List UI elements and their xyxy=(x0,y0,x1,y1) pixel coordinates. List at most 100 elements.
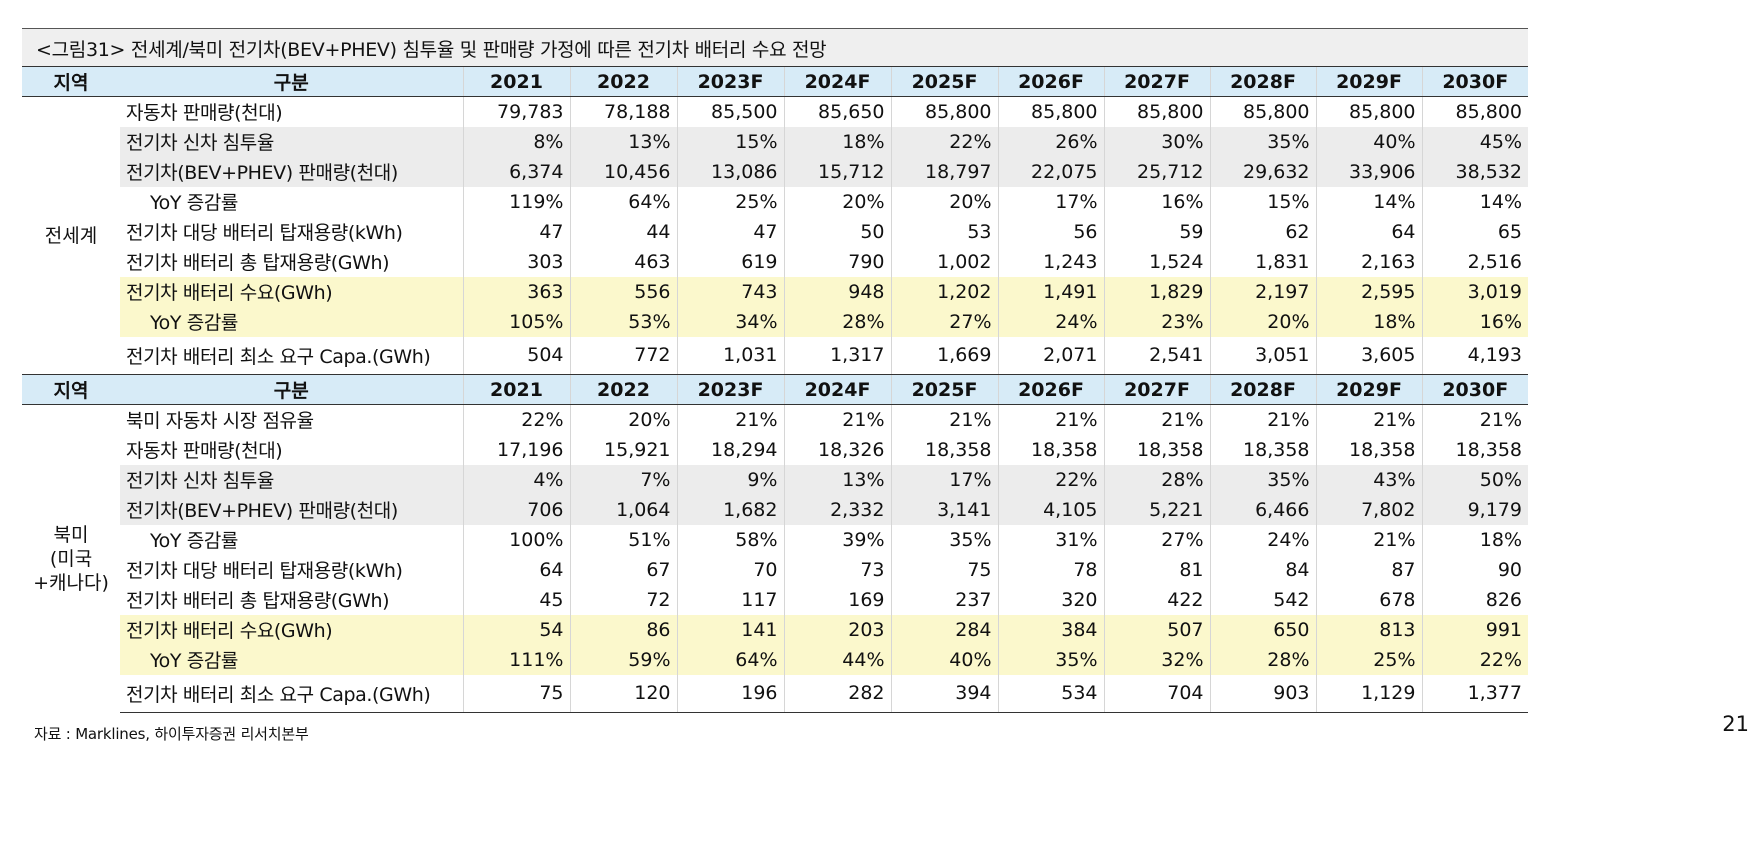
value-cell: 203 xyxy=(783,614,891,645)
value-cell: 85,800 xyxy=(1103,96,1210,127)
value-cell: 2,197 xyxy=(1209,276,1316,307)
value-cell: 650 xyxy=(1209,614,1316,645)
battery-demand-table: 지역 구분 2021 2022 2023F 2024F 2025F 2026F 2027F 202… xyxy=(22,66,1528,713)
row-label: 자동차 판매량(천대) xyxy=(126,102,283,125)
value-cell: 75 xyxy=(890,554,998,585)
value-cell: 28% xyxy=(783,306,891,337)
value-cell: 79,783 xyxy=(462,96,570,127)
value-cell: 23% xyxy=(1103,306,1210,337)
value-cell: 18,358 xyxy=(890,434,998,465)
value-cell: 22% xyxy=(462,404,570,435)
value-cell: 18% xyxy=(783,126,891,157)
value-cell: 45% xyxy=(1421,126,1528,157)
value-cell: 30% xyxy=(1103,126,1210,157)
value-cell: 18,358 xyxy=(1315,434,1422,465)
value-cell: 56 xyxy=(997,216,1104,247)
value-cell: 21% xyxy=(997,404,1104,435)
value-cell: 25,712 xyxy=(1103,156,1210,187)
value-cell: 1,129 xyxy=(1315,674,1422,713)
row-label: 전기차 대당 배터리 탑재용량(kWh) xyxy=(126,222,403,244)
value-cell: 422 xyxy=(1103,584,1210,615)
row-label: 전기차 배터리 총 탑재용량(GWh) xyxy=(126,590,390,612)
value-cell: 556 xyxy=(569,276,677,307)
row-label: 전기차 배터리 최소 요구 Capa.(GWh) xyxy=(120,336,463,375)
value-cell: 119% xyxy=(462,186,570,217)
value-cell: 826 xyxy=(1421,584,1528,615)
value-cell: 85,800 xyxy=(1315,96,1422,127)
value-cell: 18% xyxy=(1315,306,1422,337)
value-cell: 85,500 xyxy=(676,96,784,127)
row-label: 전기차 배터리 수요(GWh) xyxy=(120,276,463,307)
value-cell: 534 xyxy=(997,674,1104,713)
header-year: 2021 xyxy=(462,66,570,97)
header-year: 2024F xyxy=(783,66,891,97)
row-label: 전기차(BEV+PHEV) 판매량(천대) xyxy=(120,494,463,525)
value-cell: 1,317 xyxy=(783,336,891,375)
value-cell: 34% xyxy=(676,306,784,337)
value-cell: 1,669 xyxy=(890,336,998,375)
header-year: 2024F xyxy=(783,374,891,405)
value-cell: 9,179 xyxy=(1421,494,1528,525)
header-year: 2027F xyxy=(1103,66,1210,97)
value-cell: 1,002 xyxy=(890,246,998,277)
value-cell: 6,466 xyxy=(1209,494,1316,525)
table-row: 전기차(BEV+PHEV) 판매량(천대) 6,374 10,456 13,086 15… xyxy=(22,156,1528,187)
value-cell: 17,196 xyxy=(462,434,570,465)
row-label: 전기차 신차 침투율 xyxy=(120,464,463,495)
row-label: 전기차 배터리 수요(GWh) xyxy=(120,614,463,645)
value-cell: 141 xyxy=(676,614,784,645)
value-cell: 24% xyxy=(1209,524,1316,555)
header-year: 2029F xyxy=(1315,66,1422,97)
value-cell: 73 xyxy=(783,554,891,585)
value-cell: 948 xyxy=(783,276,891,307)
value-cell: 25% xyxy=(676,186,784,217)
value-cell: 22% xyxy=(1421,644,1528,675)
value-cell: 100% xyxy=(462,524,570,555)
table-row: 전기차 배터리 수요(GWh) 54 86 141 203 284 384 507 650 813… xyxy=(22,614,1528,645)
value-cell: 1,524 xyxy=(1103,246,1210,277)
value-cell: 507 xyxy=(1103,614,1210,645)
value-cell: 463 xyxy=(569,246,677,277)
value-cell: 58% xyxy=(676,524,784,555)
value-cell: 18,326 xyxy=(783,434,891,465)
header-year: 2028F xyxy=(1209,66,1316,97)
value-cell: 53 xyxy=(890,216,998,247)
value-cell: 20% xyxy=(569,404,677,435)
row-label: 전기차(BEV+PHEV) 판매량(천대) xyxy=(120,156,463,187)
value-cell: 64% xyxy=(676,644,784,675)
value-cell: 35% xyxy=(1209,126,1316,157)
value-cell: 20% xyxy=(783,186,891,217)
region-cell: 전세계 xyxy=(44,224,98,247)
table-row: 전세계 자동차 판매량(천대) 79,783 78,188 85,500 85,650 85… xyxy=(22,96,1528,247)
value-cell: 2,332 xyxy=(783,494,891,525)
header-year: 2029F xyxy=(1315,374,1422,405)
header-year: 2028F xyxy=(1209,374,1316,405)
value-cell: 65 xyxy=(1421,216,1528,247)
table-row: 전기차 대당 배터리 탑재용량(kWh) 47 44 47 50 53 56 59 62 64 65 xyxy=(22,216,1528,247)
header-row: 지역 구분 2021 2022 2023F 2024F 2025F 2026F 2027F 202… xyxy=(22,374,1528,405)
value-cell: 14% xyxy=(1421,186,1528,217)
value-cell: 3,051 xyxy=(1209,336,1316,375)
row-label: 자동차 판매량(천대) xyxy=(126,440,283,462)
value-cell: 2,071 xyxy=(997,336,1104,375)
value-cell: 8% xyxy=(462,126,570,157)
value-cell: 24% xyxy=(997,306,1104,337)
header-category: 구분 xyxy=(120,66,463,97)
value-cell: 542 xyxy=(1209,584,1316,615)
value-cell: 21% xyxy=(1421,404,1528,435)
header-year: 2030F xyxy=(1421,66,1528,97)
value-cell: 81 xyxy=(1103,554,1210,585)
header-year: 2022 xyxy=(569,374,677,405)
value-cell: 303 xyxy=(462,246,570,277)
value-cell: 78 xyxy=(997,554,1104,585)
value-cell: 51% xyxy=(569,524,677,555)
value-cell: 27% xyxy=(1103,524,1210,555)
header-region: 지역 xyxy=(22,374,120,405)
value-cell: 86 xyxy=(569,614,677,645)
value-cell: 9% xyxy=(676,464,784,495)
value-cell: 35% xyxy=(997,644,1104,675)
value-cell: 237 xyxy=(890,584,998,615)
table-row: 자동차 판매량(천대) 17,196 15,921 18,294 18,326 18,35… xyxy=(22,434,1528,465)
figure-title: <그림31> 전세계/북미 전기차(BEV+PHEV) 침투율 및 판매량 가정… xyxy=(36,39,827,61)
value-cell: 504 xyxy=(462,336,570,375)
